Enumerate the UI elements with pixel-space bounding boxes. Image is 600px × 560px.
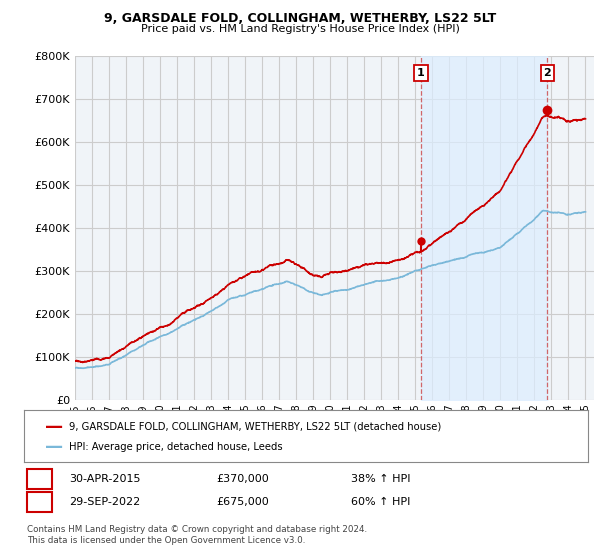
Text: HPI: Average price, detached house, Leeds: HPI: Average price, detached house, Leed… (69, 442, 283, 452)
Text: 9, GARSDALE FOLD, COLLINGHAM, WETHERBY, LS22 5LT (detached house): 9, GARSDALE FOLD, COLLINGHAM, WETHERBY, … (69, 422, 441, 432)
Text: —: — (45, 418, 63, 436)
Text: 1: 1 (36, 474, 43, 484)
Text: 29-SEP-2022: 29-SEP-2022 (69, 497, 140, 507)
Text: Contains HM Land Registry data © Crown copyright and database right 2024.
This d: Contains HM Land Registry data © Crown c… (27, 525, 367, 545)
Text: 1: 1 (417, 68, 425, 78)
Text: £675,000: £675,000 (216, 497, 269, 507)
Text: 2: 2 (36, 497, 43, 507)
Text: —: — (45, 438, 63, 456)
Text: 30-APR-2015: 30-APR-2015 (69, 474, 140, 484)
Text: 2: 2 (544, 68, 551, 78)
Text: £370,000: £370,000 (216, 474, 269, 484)
Text: Price paid vs. HM Land Registry's House Price Index (HPI): Price paid vs. HM Land Registry's House … (140, 24, 460, 34)
Text: 9, GARSDALE FOLD, COLLINGHAM, WETHERBY, LS22 5LT: 9, GARSDALE FOLD, COLLINGHAM, WETHERBY, … (104, 12, 496, 25)
Text: 38% ↑ HPI: 38% ↑ HPI (351, 474, 410, 484)
Text: 60% ↑ HPI: 60% ↑ HPI (351, 497, 410, 507)
